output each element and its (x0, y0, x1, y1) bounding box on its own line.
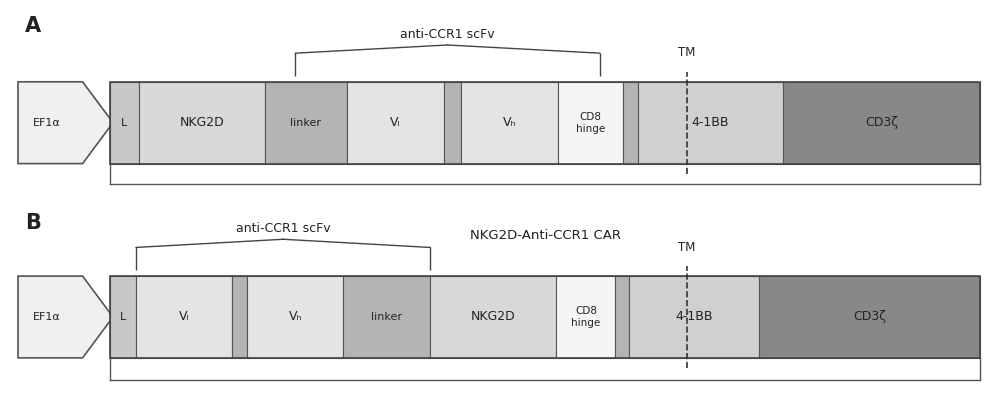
Text: Vₗ: Vₗ (179, 310, 189, 324)
Bar (461, 82, 558, 164)
Text: NKG2D: NKG2D (471, 310, 516, 324)
Bar (110, 82, 139, 164)
Polygon shape (18, 82, 113, 164)
Text: TM: TM (678, 46, 695, 59)
Bar (139, 82, 265, 164)
Bar (623, 82, 638, 164)
Bar (343, 276, 430, 358)
Bar (247, 276, 343, 358)
Text: linker: linker (371, 312, 402, 322)
Bar (347, 82, 444, 164)
Bar (783, 82, 980, 164)
Bar (629, 276, 759, 358)
Text: anti-CCR1 scFv: anti-CCR1 scFv (236, 222, 330, 235)
Bar (638, 82, 783, 164)
Text: NKG2D: NKG2D (179, 116, 224, 129)
Bar (558, 82, 623, 164)
Text: linker: linker (290, 118, 321, 128)
Bar (444, 82, 461, 164)
Text: NKG2D-Anti-CCR1 CAR: NKG2D-Anti-CCR1 CAR (470, 229, 620, 242)
Text: CD8
hinge: CD8 hinge (576, 112, 605, 133)
Bar (136, 276, 232, 358)
Text: Vₕ: Vₕ (502, 116, 516, 129)
Text: CD3ζ: CD3ζ (853, 310, 886, 324)
Bar (110, 82, 980, 164)
Bar (232, 276, 247, 358)
Text: A: A (25, 16, 41, 36)
Bar (556, 276, 615, 358)
Text: L: L (121, 118, 128, 128)
Text: anti-CCR1 scFv: anti-CCR1 scFv (400, 28, 495, 41)
Bar (759, 276, 980, 358)
Text: TM: TM (678, 240, 695, 254)
Bar (265, 82, 347, 164)
Bar (110, 276, 136, 358)
Text: 4-1BB: 4-1BB (692, 116, 729, 129)
Text: B: B (25, 213, 41, 233)
Bar (615, 276, 629, 358)
Text: EF1α: EF1α (33, 118, 60, 128)
Polygon shape (18, 276, 113, 358)
Text: CD3ζ: CD3ζ (865, 116, 898, 129)
Text: EF1α: EF1α (33, 312, 60, 322)
Text: CD8
hinge: CD8 hinge (571, 306, 601, 328)
Bar (110, 276, 980, 358)
Text: L: L (120, 312, 126, 322)
Text: Vₕ: Vₕ (288, 310, 302, 324)
Bar (430, 276, 556, 358)
Text: Vₗ: Vₗ (390, 116, 400, 129)
Text: 4-1BB: 4-1BB (675, 310, 713, 324)
